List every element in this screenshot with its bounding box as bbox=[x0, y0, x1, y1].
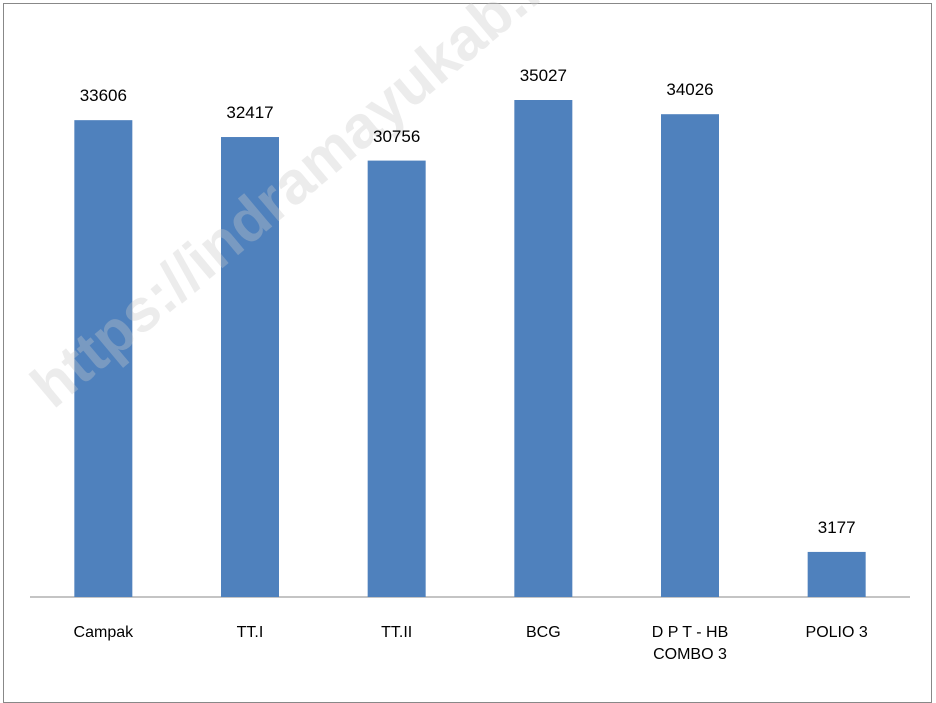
data-label: 35027 bbox=[519, 66, 567, 85]
data-label: 3177 bbox=[817, 517, 856, 537]
x-tick-label: Campak bbox=[73, 624, 134, 641]
x-tick-label: D P T - HB COMBO 3 bbox=[651, 624, 729, 663]
x-tick-label: BCG bbox=[525, 624, 561, 641]
data-label: 34026 bbox=[666, 80, 714, 100]
x-tick-label: TT.I bbox=[236, 624, 264, 641]
data-label: 32417 bbox=[226, 103, 274, 123]
x-tick-label: POLIO 3 bbox=[805, 624, 868, 641]
bar bbox=[514, 100, 573, 597]
bar bbox=[661, 114, 719, 597]
bar bbox=[221, 137, 279, 597]
bar bbox=[367, 160, 426, 598]
bar bbox=[74, 120, 133, 597]
data-label: 33606 bbox=[79, 86, 127, 106]
x-tick-label: TT.II bbox=[381, 624, 413, 641]
data-label: 30756 bbox=[373, 126, 421, 146]
bar bbox=[807, 551, 866, 597]
